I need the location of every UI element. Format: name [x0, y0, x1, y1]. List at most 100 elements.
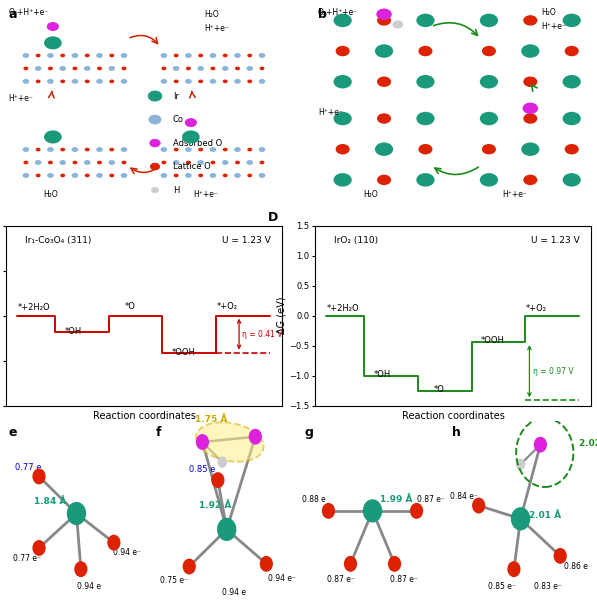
- Text: IrO₂ (110): IrO₂ (110): [334, 236, 378, 245]
- Text: O₂+H⁺+e⁻: O₂+H⁺+e⁻: [318, 8, 358, 17]
- Circle shape: [234, 79, 241, 84]
- Circle shape: [72, 161, 78, 164]
- Circle shape: [521, 44, 540, 58]
- Text: 0.85 e⁻: 0.85 e⁻: [488, 582, 516, 591]
- Circle shape: [562, 173, 581, 186]
- Text: 0.84 e⁻: 0.84 e⁻: [450, 492, 478, 501]
- Text: 0.87 e⁻: 0.87 e⁻: [390, 575, 418, 585]
- Circle shape: [47, 79, 54, 84]
- X-axis label: Reaction coordinates: Reaction coordinates: [402, 412, 504, 421]
- Circle shape: [96, 79, 103, 84]
- Circle shape: [198, 148, 203, 151]
- Circle shape: [48, 67, 53, 70]
- Circle shape: [480, 75, 498, 89]
- Text: *+O₂: *+O₂: [217, 302, 238, 311]
- Circle shape: [161, 53, 167, 58]
- Text: Lattice O: Lattice O: [173, 162, 211, 171]
- Circle shape: [186, 161, 191, 164]
- Circle shape: [72, 79, 78, 84]
- Circle shape: [480, 13, 498, 27]
- Circle shape: [174, 174, 179, 177]
- Circle shape: [161, 173, 167, 178]
- Text: 0.94 e⁻: 0.94 e⁻: [113, 548, 141, 557]
- Circle shape: [121, 147, 127, 152]
- Circle shape: [247, 160, 253, 165]
- Circle shape: [416, 112, 435, 125]
- Circle shape: [183, 558, 196, 574]
- Circle shape: [48, 161, 53, 164]
- Circle shape: [211, 472, 224, 488]
- Circle shape: [109, 80, 114, 83]
- Circle shape: [334, 75, 352, 89]
- Y-axis label: ΔG (eV): ΔG (eV): [276, 297, 287, 334]
- Text: 0.77 e: 0.77 e: [15, 463, 41, 472]
- Circle shape: [109, 174, 114, 177]
- Text: 0.94 e: 0.94 e: [77, 582, 101, 591]
- Circle shape: [259, 147, 265, 152]
- Text: *O: *O: [434, 385, 445, 394]
- Circle shape: [109, 66, 115, 71]
- Circle shape: [121, 53, 127, 58]
- Circle shape: [185, 79, 192, 84]
- Circle shape: [198, 66, 204, 71]
- Circle shape: [85, 53, 90, 57]
- Circle shape: [198, 80, 203, 83]
- Circle shape: [416, 13, 435, 27]
- Text: 2.01 Å: 2.01 Å: [529, 510, 561, 520]
- Circle shape: [109, 160, 115, 165]
- Text: D: D: [268, 211, 278, 224]
- Circle shape: [511, 507, 530, 531]
- Circle shape: [416, 173, 435, 186]
- Circle shape: [334, 13, 352, 27]
- Circle shape: [562, 13, 581, 27]
- Text: 1.99 Å: 1.99 Å: [380, 495, 413, 504]
- Circle shape: [223, 148, 227, 151]
- Text: 0.88 e: 0.88 e: [303, 495, 326, 504]
- Circle shape: [121, 173, 127, 178]
- Circle shape: [109, 53, 114, 57]
- Text: *OH: *OH: [374, 370, 391, 379]
- Circle shape: [60, 53, 65, 57]
- Text: O₂+H⁺+e⁻: O₂+H⁺+e⁻: [9, 8, 49, 17]
- Circle shape: [161, 79, 167, 84]
- Circle shape: [521, 143, 540, 156]
- Circle shape: [47, 22, 59, 31]
- Circle shape: [377, 175, 391, 185]
- Circle shape: [235, 161, 240, 164]
- Circle shape: [260, 161, 264, 164]
- Circle shape: [565, 46, 578, 56]
- Text: *OOH: *OOH: [172, 348, 196, 357]
- Circle shape: [247, 66, 253, 71]
- Circle shape: [150, 139, 160, 147]
- Circle shape: [534, 436, 547, 453]
- Ellipse shape: [196, 422, 264, 462]
- Circle shape: [524, 76, 537, 87]
- Text: h: h: [453, 426, 461, 439]
- Circle shape: [247, 80, 252, 83]
- Circle shape: [150, 163, 159, 170]
- Circle shape: [223, 174, 227, 177]
- Text: 1.92 Å: 1.92 Å: [199, 501, 231, 510]
- Circle shape: [211, 67, 216, 70]
- Circle shape: [259, 53, 265, 58]
- Text: *O: *O: [125, 302, 136, 311]
- Circle shape: [47, 53, 54, 58]
- Circle shape: [410, 503, 423, 519]
- Text: H⁺+e⁻: H⁺+e⁻: [541, 22, 566, 31]
- Circle shape: [210, 147, 216, 152]
- Circle shape: [60, 174, 65, 177]
- Circle shape: [122, 67, 127, 70]
- Text: U = 1.23 V: U = 1.23 V: [222, 236, 271, 245]
- Circle shape: [36, 80, 41, 83]
- Text: Ir: Ir: [173, 92, 179, 101]
- Circle shape: [186, 67, 191, 70]
- Circle shape: [210, 53, 216, 58]
- Text: H⁺+e⁻: H⁺+e⁻: [205, 24, 229, 33]
- Text: 0.77 e⁻: 0.77 e⁻: [13, 554, 41, 563]
- Circle shape: [96, 147, 103, 152]
- Circle shape: [376, 8, 392, 20]
- Circle shape: [161, 67, 167, 70]
- Text: η = 0.97 V: η = 0.97 V: [533, 367, 573, 376]
- Circle shape: [218, 457, 227, 467]
- Circle shape: [60, 80, 65, 83]
